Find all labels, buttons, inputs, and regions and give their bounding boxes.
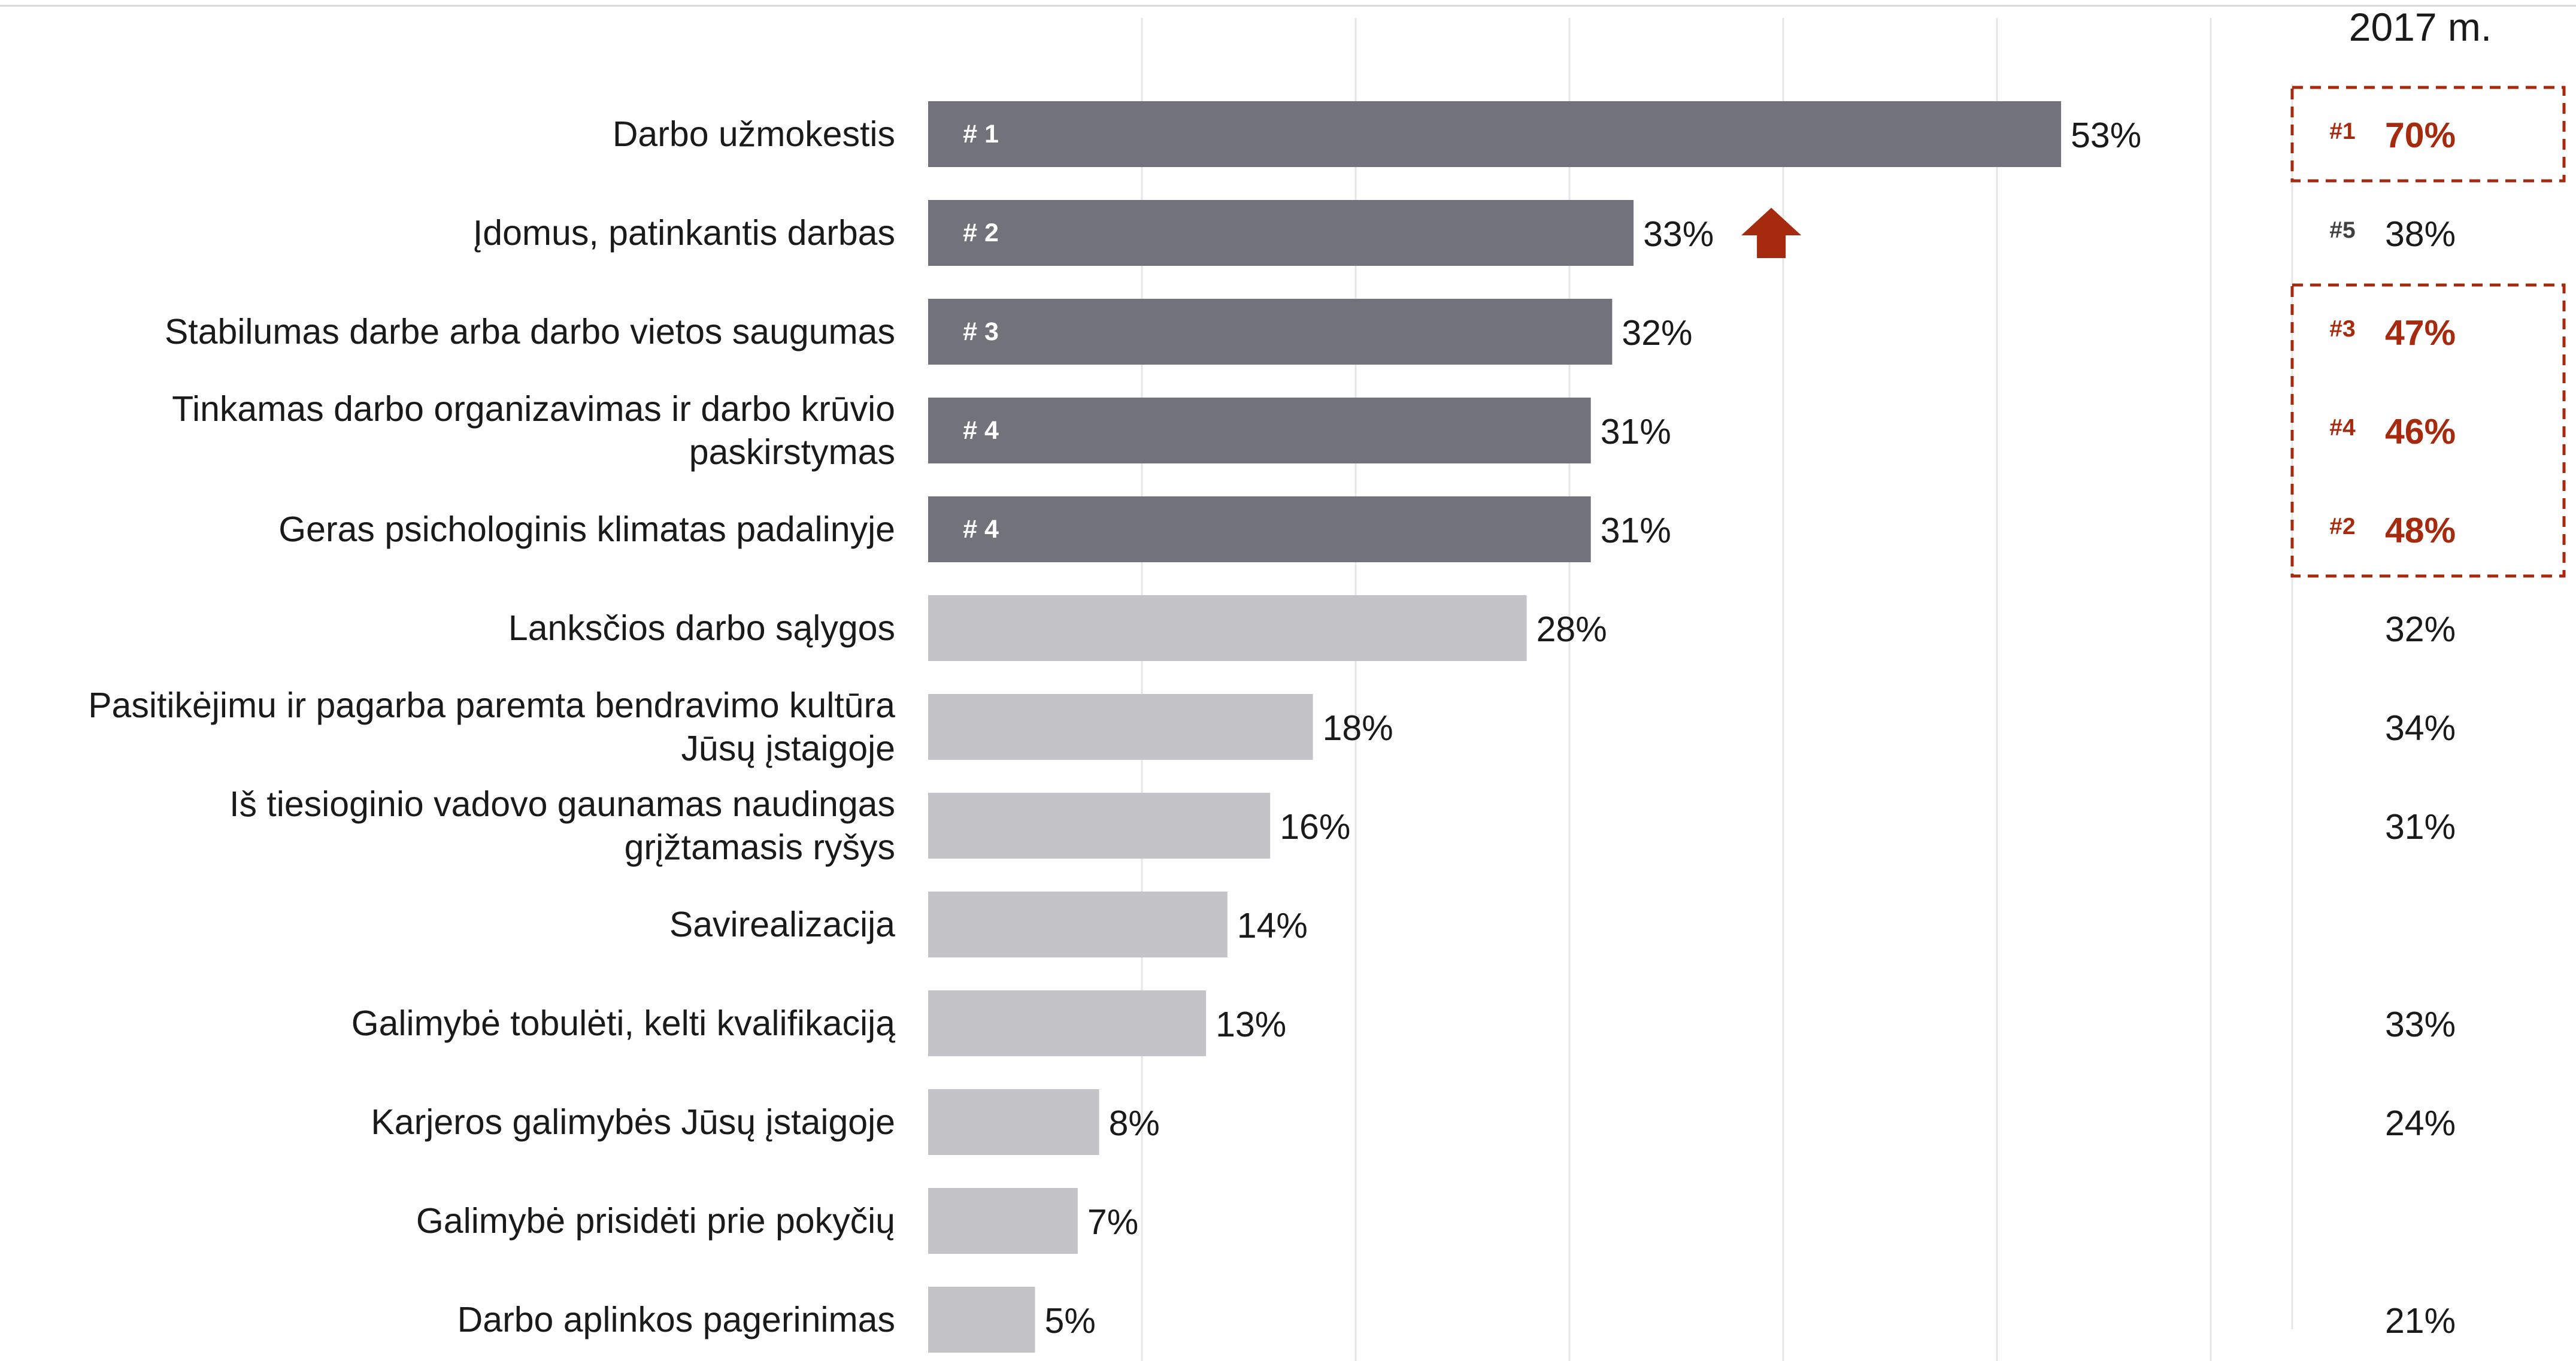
value-label: 14% bbox=[1237, 906, 1308, 945]
category-label: grįžtamasis ryšys bbox=[625, 827, 895, 867]
bar bbox=[928, 299, 1613, 365]
highlight-box bbox=[2290, 283, 2566, 578]
bar bbox=[928, 694, 1313, 760]
value-label: 7% bbox=[1087, 1202, 1138, 1242]
category-label: Darbo užmokestis bbox=[613, 114, 895, 154]
comparison-value: 33% bbox=[2385, 1005, 2456, 1044]
value-label: 32% bbox=[1622, 313, 1692, 353]
comparison-header: 2017 m. bbox=[2349, 5, 2492, 49]
comparison-rank: #3 bbox=[2329, 316, 2355, 342]
category-label: Darbo aplinkos pagerinimas bbox=[457, 1300, 895, 1339]
comparison-value: 34% bbox=[2385, 708, 2456, 748]
comparison-value: 32% bbox=[2385, 610, 2456, 649]
category-label: Iš tiesioginio vadovo gaunamas naudingas bbox=[229, 784, 895, 824]
value-label: 13% bbox=[1216, 1005, 1286, 1044]
bar bbox=[928, 101, 2062, 167]
value-label: 53% bbox=[2071, 116, 2141, 155]
highlight-box bbox=[2290, 86, 2566, 183]
value-label: 31% bbox=[1601, 412, 1671, 451]
category-label: Stabilumas darbe arba darbo vietos saugu… bbox=[165, 312, 895, 351]
comparison-value: 31% bbox=[2385, 807, 2456, 847]
category-label: Galimybė tobulėti, kelti kvalifikaciją bbox=[351, 1004, 895, 1043]
bar bbox=[928, 595, 1527, 661]
comparison-column: 2017 m. 70% #1 38% #5 47% #3 46% #4 48% #2 32% 34% 3… bbox=[2290, 5, 2566, 1341]
rank-label: # 3 bbox=[963, 317, 999, 346]
value-label: 31% bbox=[1601, 511, 1671, 550]
value-label: 8% bbox=[1109, 1104, 1160, 1143]
top-rule bbox=[0, 5, 2576, 7]
value-label: 33% bbox=[1643, 214, 1714, 254]
comparison-value: 21% bbox=[2385, 1301, 2456, 1341]
bar bbox=[928, 496, 1591, 562]
bar bbox=[928, 990, 1207, 1056]
up-arrow-icon bbox=[1741, 208, 1802, 258]
comparison-value: 46% bbox=[2385, 412, 2456, 451]
comparison-value: 48% bbox=[2385, 511, 2456, 550]
bar bbox=[928, 1089, 1099, 1155]
rank-label: # 4 bbox=[963, 416, 999, 445]
value-label: 5% bbox=[1045, 1301, 1096, 1341]
value-label: 28% bbox=[1536, 610, 1607, 649]
comparison-value: 38% bbox=[2385, 214, 2456, 254]
value-labels: 53% 33% 32% 31% 31% 28% 18% 16% 14% 13% 8% 7% 5% bbox=[1045, 116, 2142, 1341]
bar bbox=[928, 398, 1591, 463]
category-label: Geras psichologinis klimatas padalinyje bbox=[278, 510, 895, 549]
rank-label: # 2 bbox=[963, 219, 999, 247]
category-label: Galimybė prisidėti prie pokyčių bbox=[416, 1201, 895, 1241]
category-label: paskirstymas bbox=[689, 432, 895, 472]
category-labels: Darbo užmokestis Įdomus, patinkantis darb… bbox=[88, 114, 895, 1339]
value-label: 16% bbox=[1280, 807, 1350, 847]
bar bbox=[928, 793, 1271, 859]
category-label: Karjeros galimybės Jūsų įstaigoje bbox=[371, 1102, 895, 1142]
category-label: Įdomus, patinkantis darbas bbox=[473, 213, 895, 253]
comparison-value: 47% bbox=[2385, 313, 2456, 353]
category-label: Pasitikėjimu ir pagarba paremta bendravi… bbox=[88, 686, 895, 725]
comparison-rank: #5 bbox=[2329, 217, 2355, 243]
comparison-rank: #2 bbox=[2329, 514, 2355, 539]
category-label: Lanksčios darbo sąlygos bbox=[508, 608, 895, 648]
rank-labels: # 1 # 2 # 3 # 4 # 4 bbox=[963, 120, 999, 544]
comparison-value: 24% bbox=[2385, 1104, 2456, 1143]
category-label: Savirealizacija bbox=[669, 905, 895, 944]
bar bbox=[928, 1287, 1035, 1353]
trend-up-arrow bbox=[1741, 208, 1802, 258]
bars bbox=[928, 101, 2062, 1353]
rank-label: # 4 bbox=[963, 515, 999, 544]
category-label: Jūsų įstaigoje bbox=[681, 729, 896, 768]
rank-label: # 1 bbox=[963, 120, 999, 148]
bar bbox=[928, 1188, 1078, 1254]
comparison-rank: #1 bbox=[2329, 119, 2355, 144]
comparison-value: 70% bbox=[2385, 116, 2456, 155]
category-label: Tinkamas darbo organizavimas ir darbo kr… bbox=[172, 389, 895, 429]
bar bbox=[928, 892, 1228, 957]
value-label: 18% bbox=[1323, 708, 1393, 748]
comparison-rank: #4 bbox=[2329, 415, 2356, 441]
bar bbox=[928, 200, 1634, 266]
